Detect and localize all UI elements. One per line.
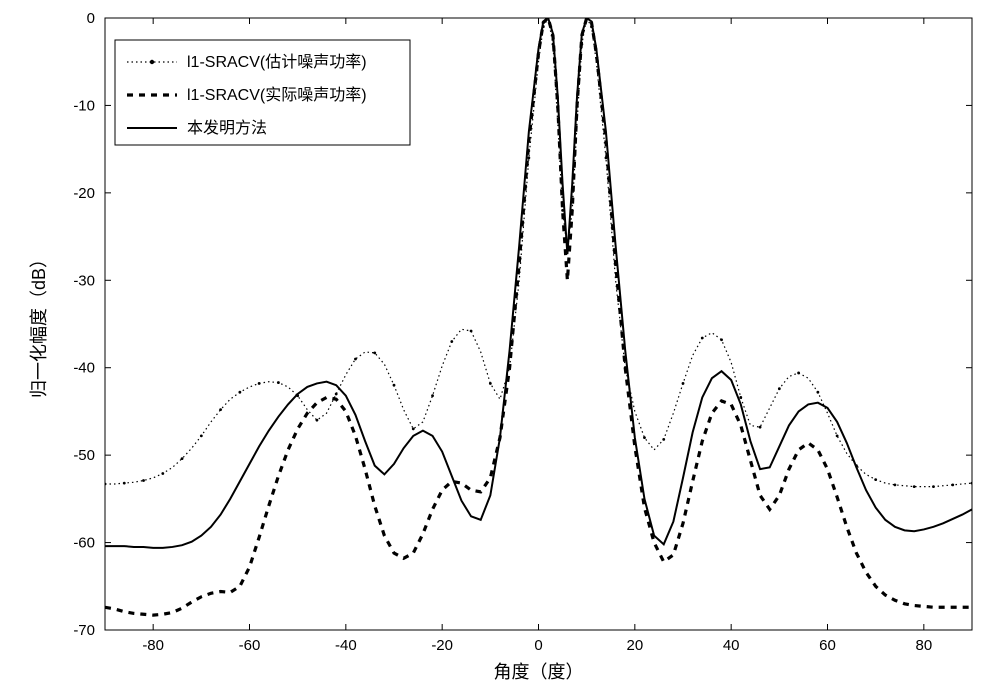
y-axis-label: 归一化幅度（dB）: [29, 250, 49, 398]
y-tick-label: -60: [73, 535, 95, 552]
x-tick-label: -20: [431, 637, 453, 654]
x-tick-label: 80: [915, 637, 932, 654]
y-tick-label: -70: [73, 622, 95, 639]
x-tick-label: -40: [335, 637, 357, 654]
x-tick-label: 20: [626, 637, 643, 654]
legend-label: 本发明方法: [187, 119, 267, 137]
y-tick-label: 0: [87, 10, 95, 27]
x-tick-label: -60: [239, 637, 261, 654]
x-tick-label: 40: [723, 637, 740, 654]
y-tick-label: -20: [73, 185, 95, 202]
legend-label: l1-SRACV(实际噪声功率): [187, 86, 367, 104]
legend-marker: [150, 60, 154, 64]
x-tick-label: 60: [819, 637, 836, 654]
chart-container: -80 -60 -40 -20 0 20 40 60 80 -70 -60 -50 -40 -30 -20 -…: [0, 0, 1000, 688]
y-tick-label: -30: [73, 272, 95, 289]
x-tick-label: -80: [142, 637, 164, 654]
y-tick-label: -50: [73, 447, 95, 464]
x-tick-label: 0: [534, 637, 542, 654]
y-tick-label: -10: [73, 97, 95, 114]
y-tick-label: -40: [73, 360, 95, 377]
x-axis-label: 角度（度）: [494, 662, 584, 682]
legend-label: l1-SRACV(估计噪声功率): [187, 53, 367, 71]
line-chart: -80 -60 -40 -20 0 20 40 60 80 -70 -60 -50 -40 -30 -20 -…: [0, 0, 1000, 688]
